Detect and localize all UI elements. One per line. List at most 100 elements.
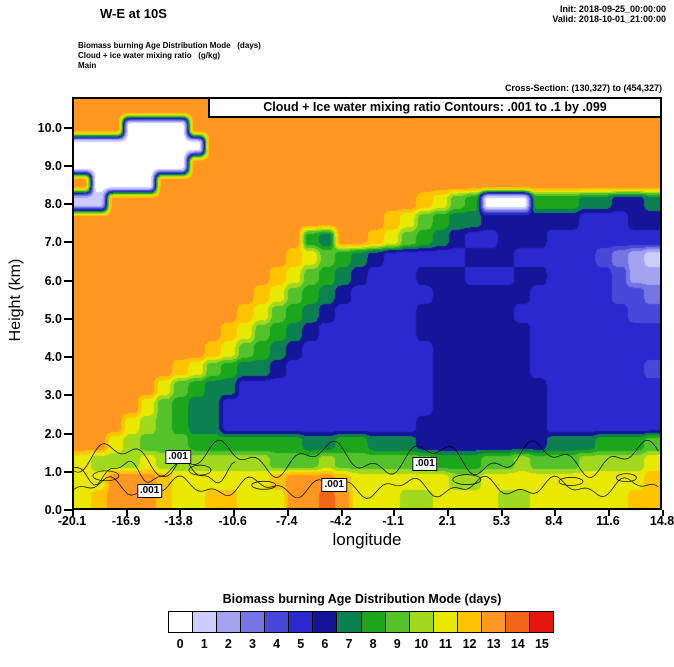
y-tick-mark — [64, 470, 72, 473]
y-tick-mark — [64, 356, 72, 359]
contour-label: .001 — [165, 449, 191, 464]
field-canvas — [74, 99, 660, 508]
plot-frame: .001 .001 .001 .001 Cloud + Ice water mixin… — [72, 97, 662, 510]
colorbar-cell — [504, 611, 530, 633]
colorbar-cell — [480, 611, 506, 633]
x-tick-label: 8.4 — [545, 514, 563, 528]
figure-title: W-E at 10S — [100, 6, 167, 21]
x-tick-mark — [662, 510, 664, 516]
colorbar-tick-label: 5 — [297, 637, 305, 651]
x-tick-mark — [501, 510, 504, 516]
colorbar-tick-label: 4 — [273, 637, 281, 651]
colorbar-tick-label: 8 — [369, 637, 377, 651]
colorbar-cell — [432, 611, 458, 633]
colorbar-tick-label: 11 — [438, 637, 453, 651]
field-label-2: Cloud + ice water mixing ratio (g/kg) — [78, 51, 221, 60]
y-tick-label: 0.0 — [44, 503, 62, 517]
cloud-contour-loop — [92, 470, 120, 482]
x-tick-mark — [126, 510, 129, 516]
contour-label: .001 — [136, 483, 163, 498]
x-tick-label: -16.9 — [111, 514, 141, 528]
x-tick-mark — [607, 510, 610, 516]
colorbar-cell — [384, 611, 410, 633]
colorbar-tick-label: 0 — [176, 637, 184, 651]
y-tick-mark — [64, 164, 72, 167]
x-tick-label: -10.6 — [218, 514, 247, 528]
contour-labels-layer: .001 .001 .001 .001 — [74, 99, 660, 508]
y-axis-title: Height (km) — [7, 258, 24, 342]
x-tick-mark — [178, 510, 181, 516]
field-label-1: Biomass burning Age Distribution Mode (d… — [78, 41, 261, 50]
x-tick-label: -7.4 — [275, 514, 298, 528]
colorbar-tick-label: 1 — [200, 637, 208, 651]
colorbar-title: Biomass burning Age Distribution Mode (d… — [222, 592, 502, 606]
colorbar-cell — [360, 611, 386, 633]
cloud-contour-line — [74, 439, 659, 478]
y-tick-mark — [64, 241, 72, 244]
y-tick-label: 2.0 — [44, 426, 62, 441]
contour-label: .001 — [412, 457, 438, 472]
y-tick-mark — [64, 126, 72, 129]
colorbar-tick-label: 15 — [534, 637, 549, 651]
x-tick-label: 5.3 — [492, 514, 511, 528]
cloud-contour-loop — [188, 464, 212, 476]
field-label-3: Main — [78, 61, 97, 70]
x-tick-mark — [232, 510, 235, 516]
colorbar-tick-label: 10 — [414, 637, 429, 651]
colorbar-cell — [312, 611, 338, 633]
x-tick-label: -4.2 — [330, 514, 352, 528]
contour-overlay-svg — [74, 439, 659, 499]
colorbar-cell — [288, 611, 314, 633]
colorbar-cell — [264, 611, 290, 633]
colorbar-tick-label: 3 — [248, 637, 256, 651]
x-tick-mark — [286, 510, 289, 516]
cloud-contour-loop — [616, 473, 637, 483]
cloud-contour-loop — [452, 474, 482, 485]
x-tick-label: 14.8 — [649, 514, 674, 528]
colorbar — [168, 611, 554, 633]
x-tick-mark — [340, 510, 343, 516]
y-tick-mark — [64, 394, 72, 397]
colorbar-cell — [456, 611, 482, 633]
colorbar-cell — [336, 611, 362, 633]
x-tick-mark — [553, 510, 556, 516]
colorbar-cell — [528, 611, 554, 633]
y-tick-mark — [64, 203, 72, 206]
y-tick-mark — [64, 279, 72, 282]
y-tick-label: 5.0 — [44, 311, 62, 326]
y-tick-label: 3.0 — [44, 388, 62, 403]
x-tick-label: -20.1 — [57, 514, 87, 528]
colorbar-tick-label: 7 — [345, 637, 353, 651]
colorbar-tick-label: 14 — [510, 637, 525, 651]
y-tick-label: 8.0 — [44, 197, 62, 212]
colorbar-tick-label: 2 — [224, 637, 232, 651]
colorbar-cell — [216, 611, 242, 633]
y-tick-mark — [64, 509, 72, 511]
x-tick-mark — [72, 510, 74, 516]
cloud-contour-loop — [251, 480, 277, 490]
x-tick-label: 2.1 — [438, 514, 456, 528]
cross-section-label: Cross-Section: (130,327) to (454,327) — [504, 83, 662, 93]
y-tick-label: 4.0 — [44, 350, 62, 365]
x-tick-label: 11.6 — [596, 514, 620, 528]
colorbar-tick-label: 12 — [462, 637, 477, 651]
colorbar-cell — [168, 611, 194, 633]
valid-time: Valid: 2018-10-01_21:00:00 — [552, 14, 666, 24]
colorbar-cell — [240, 611, 266, 633]
y-tick-label: 7.0 — [44, 235, 62, 250]
x-axis-title: longitude — [332, 530, 402, 549]
colorbar-tick-label: 9 — [393, 637, 401, 651]
y-tick-label: 6.0 — [44, 273, 62, 288]
contour-label: .001 — [321, 478, 347, 493]
y-tick-label: 9.0 — [44, 158, 62, 173]
colorbar-tick-label: 13 — [486, 637, 501, 651]
colorbar-cell — [192, 611, 218, 633]
y-tick-label: 1.0 — [44, 464, 62, 479]
x-tick-label: -1.1 — [382, 514, 404, 528]
y-tick-mark — [64, 432, 72, 435]
colorbar-tick-labels: 0 1 2 3 4 5 6 7 8 9 10 11 12 13 14 15 — [168, 637, 554, 652]
contour-note-box: Cloud + Ice water mixing ratio Contours:… — [208, 97, 662, 118]
x-tick-mark — [447, 510, 450, 516]
y-tick-label: 10.0 — [37, 120, 62, 135]
x-tick-label: -13.8 — [164, 514, 193, 528]
